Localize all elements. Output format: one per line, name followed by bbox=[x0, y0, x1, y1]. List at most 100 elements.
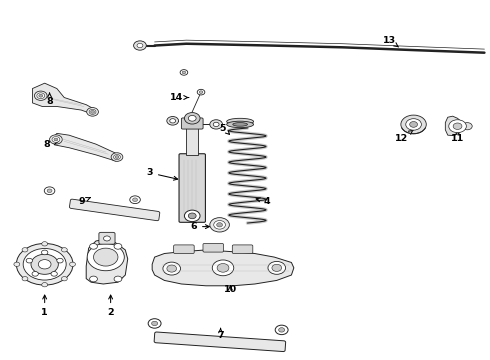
Circle shape bbox=[70, 262, 75, 266]
Circle shape bbox=[23, 248, 66, 280]
Circle shape bbox=[114, 243, 122, 249]
Circle shape bbox=[115, 156, 119, 158]
FancyBboxPatch shape bbox=[203, 243, 223, 252]
FancyBboxPatch shape bbox=[99, 232, 115, 244]
Circle shape bbox=[90, 243, 98, 249]
Circle shape bbox=[61, 276, 67, 281]
FancyBboxPatch shape bbox=[154, 332, 286, 352]
Text: 3: 3 bbox=[147, 168, 178, 180]
Circle shape bbox=[16, 243, 73, 285]
Circle shape bbox=[94, 248, 118, 266]
Circle shape bbox=[217, 223, 222, 227]
Bar bbox=[186, 126, 198, 155]
Circle shape bbox=[213, 122, 219, 127]
Circle shape bbox=[52, 136, 60, 142]
Circle shape bbox=[114, 276, 122, 282]
Text: 14: 14 bbox=[170, 93, 189, 102]
Circle shape bbox=[212, 260, 234, 276]
Circle shape bbox=[54, 138, 58, 141]
Circle shape bbox=[184, 113, 200, 124]
Text: 7: 7 bbox=[217, 329, 224, 341]
Circle shape bbox=[151, 321, 158, 326]
Circle shape bbox=[103, 236, 110, 241]
Circle shape bbox=[214, 221, 225, 229]
Text: 5: 5 bbox=[220, 123, 229, 134]
Circle shape bbox=[217, 264, 229, 272]
Ellipse shape bbox=[227, 118, 253, 125]
Circle shape bbox=[268, 261, 286, 274]
Circle shape bbox=[42, 283, 48, 287]
Circle shape bbox=[133, 198, 138, 202]
Circle shape bbox=[38, 260, 51, 269]
Polygon shape bbox=[445, 116, 463, 135]
Circle shape bbox=[47, 189, 52, 193]
Circle shape bbox=[42, 242, 48, 246]
Circle shape bbox=[57, 258, 63, 263]
Circle shape bbox=[39, 94, 43, 97]
FancyBboxPatch shape bbox=[70, 199, 160, 221]
Circle shape bbox=[210, 218, 229, 232]
Circle shape bbox=[22, 276, 28, 281]
Circle shape bbox=[44, 187, 55, 195]
Circle shape bbox=[180, 69, 188, 75]
Circle shape bbox=[32, 271, 38, 276]
Circle shape bbox=[111, 153, 123, 161]
Circle shape bbox=[130, 196, 140, 204]
Circle shape bbox=[210, 120, 222, 129]
Circle shape bbox=[184, 210, 200, 222]
Circle shape bbox=[272, 264, 282, 271]
Circle shape bbox=[167, 117, 178, 125]
FancyBboxPatch shape bbox=[181, 118, 203, 129]
Circle shape bbox=[90, 276, 98, 282]
Text: 8: 8 bbox=[44, 140, 58, 149]
Circle shape bbox=[51, 271, 57, 276]
Circle shape bbox=[34, 91, 47, 100]
Text: 1: 1 bbox=[41, 295, 48, 317]
Circle shape bbox=[134, 41, 147, 50]
Circle shape bbox=[401, 115, 426, 134]
Circle shape bbox=[87, 243, 124, 271]
Circle shape bbox=[279, 328, 285, 332]
Circle shape bbox=[182, 71, 186, 74]
Circle shape bbox=[137, 43, 143, 48]
FancyBboxPatch shape bbox=[173, 245, 194, 253]
Circle shape bbox=[22, 248, 28, 252]
Circle shape bbox=[61, 248, 67, 252]
Circle shape bbox=[42, 250, 48, 255]
Circle shape bbox=[114, 154, 121, 159]
Polygon shape bbox=[32, 83, 96, 114]
Circle shape bbox=[31, 254, 58, 274]
Text: 8: 8 bbox=[46, 93, 53, 105]
Ellipse shape bbox=[233, 123, 247, 126]
Circle shape bbox=[167, 265, 176, 272]
Circle shape bbox=[188, 213, 196, 219]
Text: 4: 4 bbox=[256, 197, 270, 206]
Text: 12: 12 bbox=[395, 130, 413, 143]
Polygon shape bbox=[52, 134, 121, 161]
Circle shape bbox=[197, 89, 205, 95]
Circle shape bbox=[188, 116, 196, 121]
FancyBboxPatch shape bbox=[179, 154, 205, 222]
Circle shape bbox=[410, 122, 417, 127]
Circle shape bbox=[14, 262, 20, 266]
Circle shape bbox=[148, 319, 161, 328]
Ellipse shape bbox=[227, 121, 253, 128]
Circle shape bbox=[26, 258, 32, 263]
Circle shape bbox=[91, 111, 95, 113]
Polygon shape bbox=[86, 239, 128, 284]
Circle shape bbox=[37, 93, 45, 99]
Text: 2: 2 bbox=[107, 295, 114, 317]
Circle shape bbox=[199, 91, 203, 94]
Circle shape bbox=[49, 135, 62, 144]
Text: 11: 11 bbox=[451, 131, 464, 143]
Circle shape bbox=[87, 108, 98, 116]
Circle shape bbox=[170, 119, 175, 123]
Circle shape bbox=[275, 325, 288, 335]
Polygon shape bbox=[152, 250, 294, 286]
Circle shape bbox=[89, 109, 96, 114]
Text: 10: 10 bbox=[224, 285, 237, 294]
Text: 13: 13 bbox=[383, 36, 398, 47]
FancyBboxPatch shape bbox=[232, 245, 253, 253]
Text: 6: 6 bbox=[191, 222, 209, 231]
Circle shape bbox=[449, 120, 466, 133]
